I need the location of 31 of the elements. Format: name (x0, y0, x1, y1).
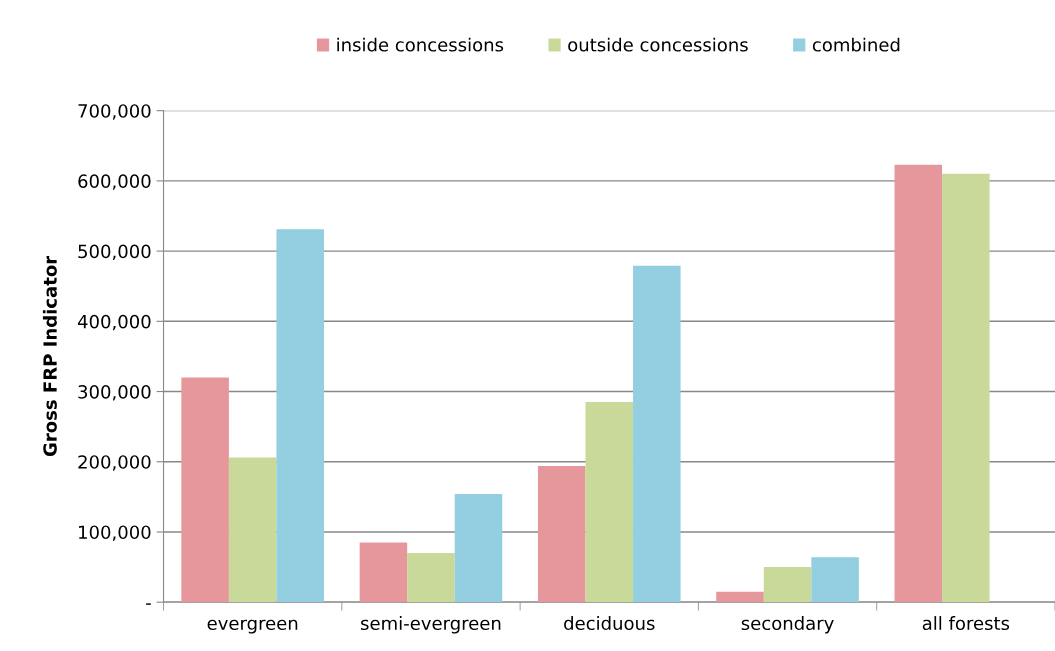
bar (585, 402, 634, 603)
y-tick-label: 400,000 (77, 314, 151, 331)
y-tick-label: 100,000 (79, 525, 151, 541)
legend-label: outside concessions (568, 37, 748, 52)
bar (811, 557, 859, 603)
y-tick-label: 700,000 (78, 104, 151, 120)
bar (942, 173, 990, 603)
x-tick-label: secondary (741, 616, 834, 634)
x-tick-label: deciduous (564, 616, 655, 631)
x-tick-label: evergreen (207, 619, 298, 634)
x-tick-label: semi-evergreen (361, 616, 501, 634)
bar (276, 229, 324, 603)
y-tick-label: - (146, 603, 151, 605)
bar (716, 591, 764, 603)
bar (763, 567, 812, 603)
y-tick-label: 200,000 (78, 455, 151, 471)
bar (633, 265, 681, 603)
bar (181, 377, 229, 603)
y-tick-label: 300,000 (78, 384, 151, 401)
legend-label: combined (812, 37, 900, 52)
bar (228, 457, 277, 603)
bar (454, 494, 503, 603)
y-tick-label: 500,000 (78, 244, 151, 261)
y-tick-label: 600,000 (78, 174, 151, 190)
legend-label: inside concessions (337, 37, 504, 52)
y-axis-title: Gross FRP Indicator (42, 255, 57, 457)
bar (894, 164, 943, 603)
bar (537, 465, 586, 603)
x-tick-label: all forests (922, 616, 1010, 631)
bar (407, 553, 455, 603)
bar (359, 542, 408, 603)
